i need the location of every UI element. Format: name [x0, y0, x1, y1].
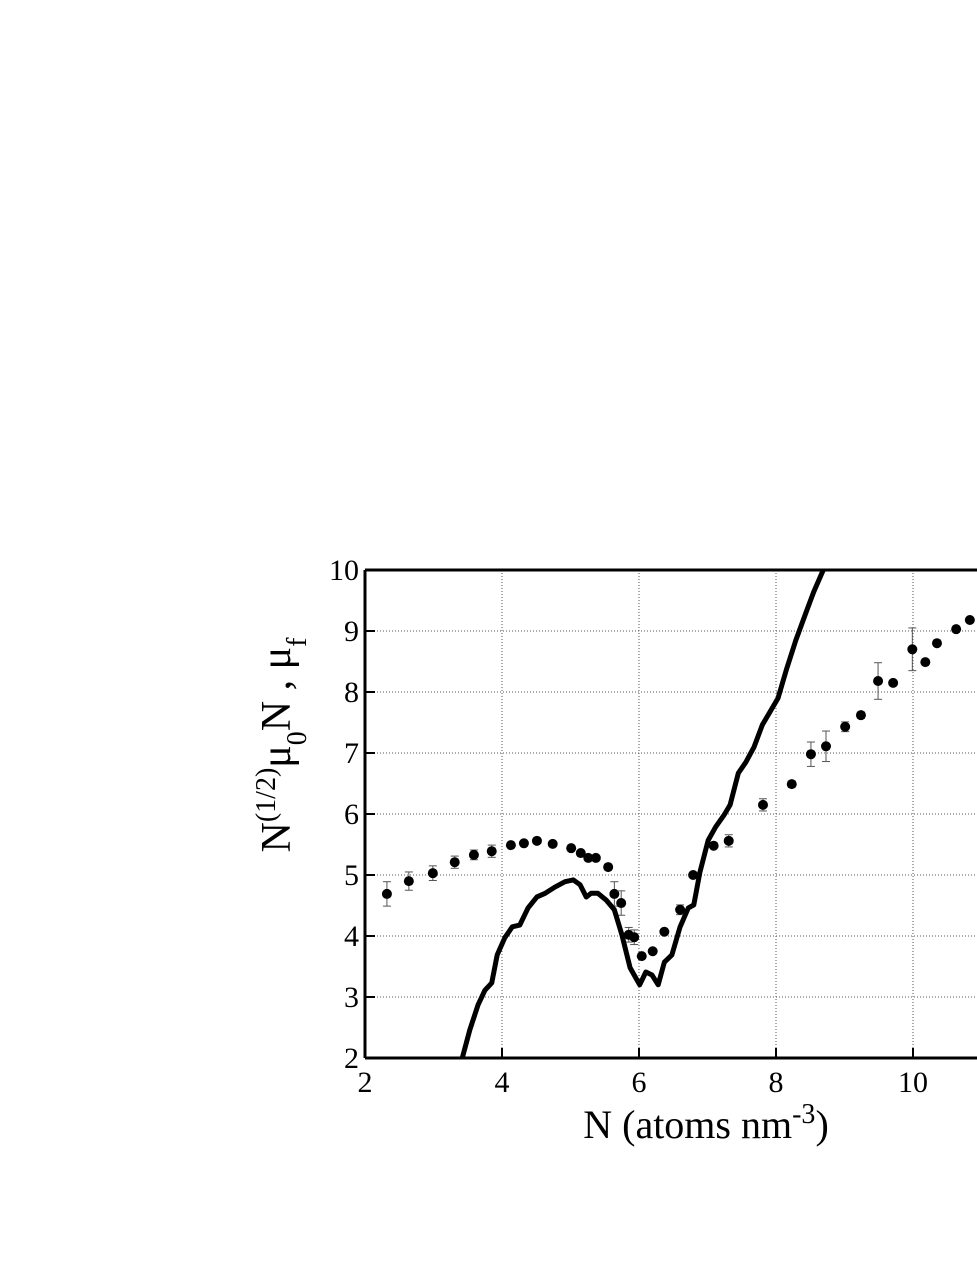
x-tick-label: 4 — [495, 1066, 510, 1099]
label-part: N — [254, 822, 300, 852]
data-point — [575, 848, 586, 859]
label-part: μ — [254, 745, 300, 768]
y-tick-label: 2 — [344, 1042, 359, 1075]
data-point — [805, 749, 816, 760]
y-tick-label: 6 — [344, 798, 359, 831]
x-tick-label: 10 — [898, 1066, 928, 1099]
data-point — [636, 951, 647, 962]
data-point — [888, 677, 899, 688]
data-point — [449, 857, 460, 868]
data-point — [786, 779, 797, 790]
data-point — [951, 624, 962, 635]
data-point — [659, 926, 670, 937]
data-point — [907, 644, 918, 655]
data-point — [629, 932, 640, 943]
data-point — [427, 868, 438, 879]
x-tick-label: 2 — [358, 1066, 373, 1099]
data-point — [403, 876, 414, 887]
data-point — [873, 676, 884, 687]
data-point — [723, 835, 734, 846]
label-part: (1/2) — [251, 768, 282, 822]
data-point — [518, 838, 529, 849]
y-tick-label: 4 — [344, 920, 359, 953]
data-point — [675, 904, 686, 915]
y-tick-label: 5 — [344, 859, 359, 892]
data-line — [459, 568, 826, 1058]
data-point — [757, 799, 768, 810]
data-point — [840, 721, 851, 732]
data-point — [505, 840, 516, 851]
label-part: ) — [815, 1102, 828, 1147]
data-point — [647, 946, 658, 957]
data-point — [468, 849, 479, 860]
data-point — [920, 657, 931, 668]
data-point — [821, 741, 832, 752]
label-part: 0 — [282, 731, 313, 745]
y-axis-label: N(1/2)μ0N , μf — [251, 637, 313, 853]
y-tick-label: 10 — [329, 554, 359, 587]
data-point — [855, 710, 866, 721]
data-point — [590, 852, 601, 863]
y-tick-label: 3 — [344, 981, 359, 1014]
y-tick-label: 7 — [344, 737, 359, 770]
x-axis-label: N (atoms nm-3) — [583, 1099, 829, 1148]
data-point — [616, 898, 627, 909]
data-point — [547, 838, 558, 849]
data-point — [609, 888, 620, 899]
data-point — [964, 615, 975, 626]
label-part: N , μ — [254, 647, 300, 731]
data-point — [688, 870, 699, 880]
y-tick-label: 8 — [344, 676, 359, 709]
y-tick-label: 9 — [344, 615, 359, 648]
data-point — [486, 846, 497, 857]
x-tick-label: 6 — [632, 1066, 647, 1099]
data-point — [583, 852, 594, 863]
label-part: -3 — [792, 1099, 815, 1130]
data-point — [603, 862, 614, 873]
data-point — [708, 840, 719, 851]
label-part: N (atoms nm — [583, 1102, 792, 1147]
x-tick-label: 8 — [769, 1066, 784, 1099]
data-point — [531, 835, 542, 846]
data-point — [381, 888, 392, 899]
label-part: f — [282, 637, 313, 647]
data-point — [931, 638, 942, 649]
data-point — [566, 843, 577, 854]
